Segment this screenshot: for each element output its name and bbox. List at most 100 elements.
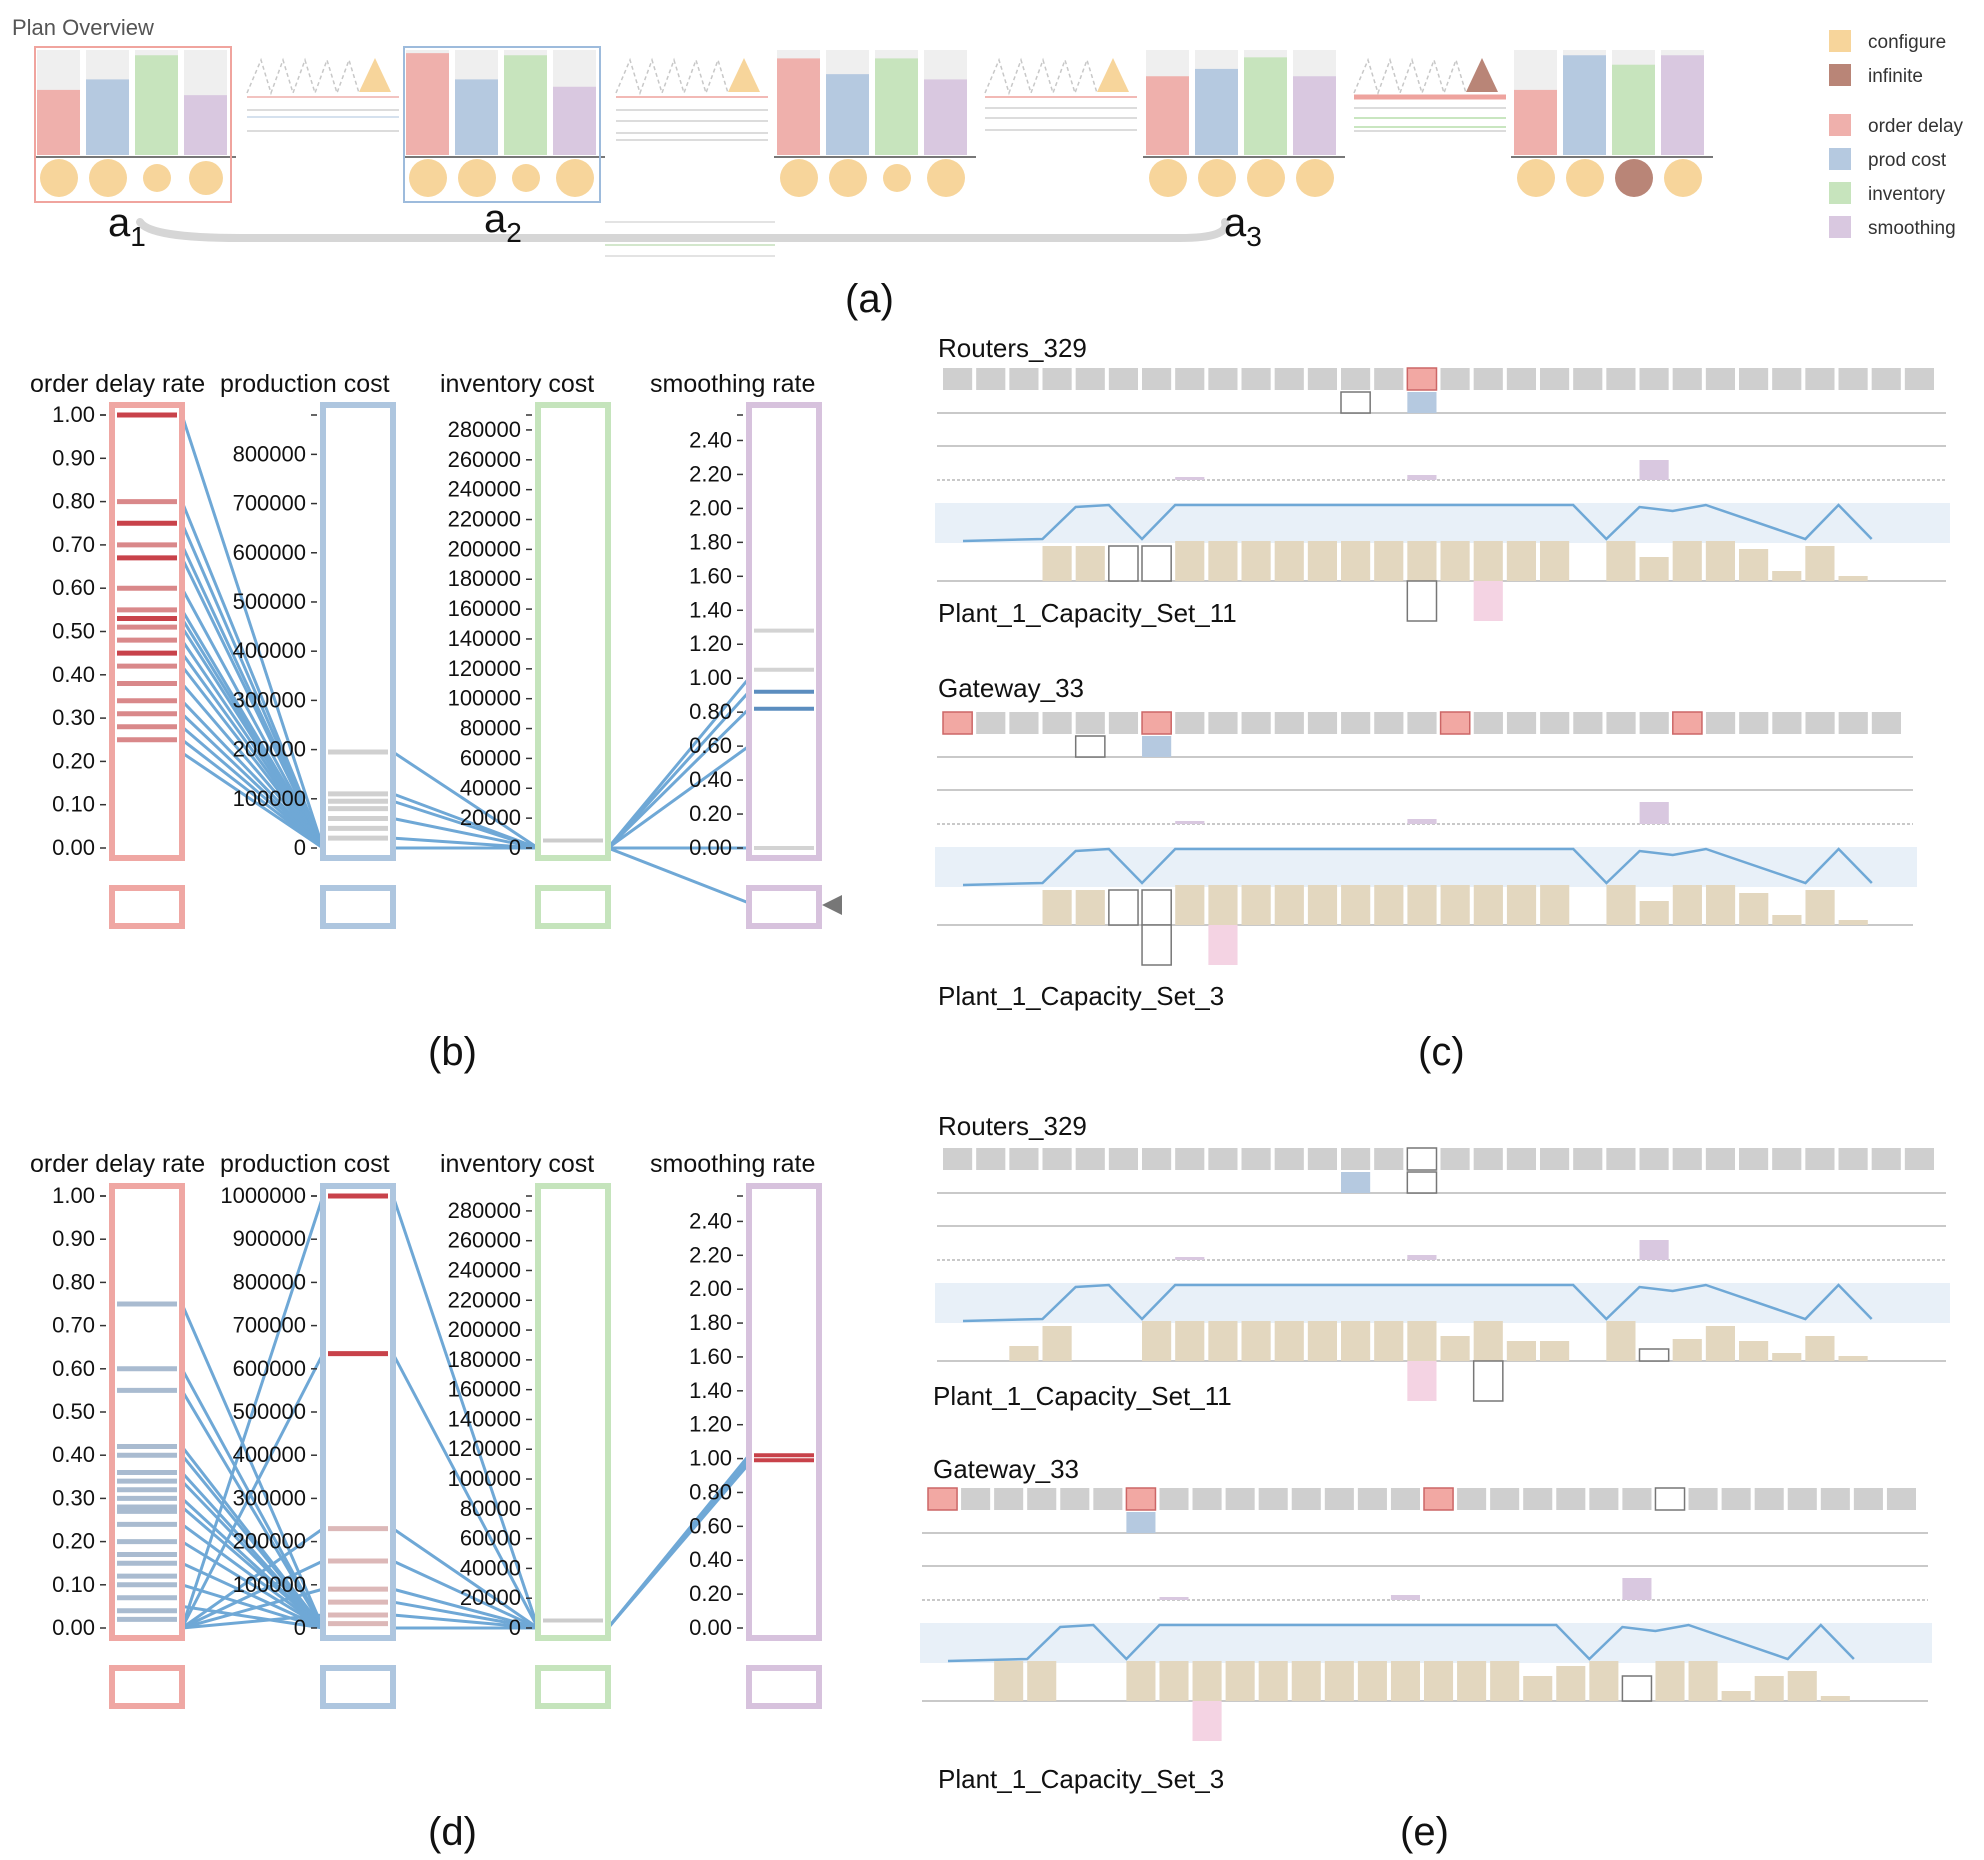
node-time-slot: [1540, 1148, 1570, 1170]
node-block: [935, 367, 1950, 622]
node-time-slot: [1838, 368, 1868, 390]
legend-swatch-prod-cost: [1829, 148, 1851, 170]
pc-link: [180, 699, 325, 850]
node-capacity-bar: [1739, 893, 1769, 925]
pc-tick-label: 120000: [448, 656, 521, 681]
plan-config-circle: [829, 159, 867, 197]
plan-config-circle: [512, 164, 540, 192]
node-time-slot: [1705, 368, 1735, 390]
node-time-slot: [1506, 368, 1536, 390]
node-time-slot: [1639, 368, 1669, 390]
legend: configure infinite order delay prod cost…: [1829, 30, 1964, 239]
node-time-slot: [1374, 1148, 1404, 1170]
pc-link: [180, 712, 325, 850]
node-capacity-bar: [1407, 1321, 1437, 1361]
node-time-slot: [1440, 1148, 1470, 1170]
plan-config-circle: [189, 161, 223, 195]
transition-3: [984, 57, 1137, 131]
node-time-slot: [1606, 712, 1636, 734]
pc-tick-label: 160000: [448, 1377, 521, 1402]
pc-link: [180, 1388, 325, 1630]
pc-tick-label: 1.00: [52, 1183, 95, 1208]
node-time-slot: [1573, 712, 1603, 734]
pc-tick-label: 0.80: [689, 699, 732, 724]
pc-tick-label: 0.90: [52, 1226, 95, 1251]
pc-tick-label: 0.10: [52, 1572, 95, 1597]
pc-tick-label: 0.20: [689, 1581, 732, 1606]
pc-link: [391, 816, 540, 850]
pc-axis-box: [746, 402, 822, 861]
transition-zigzag: [246, 57, 360, 96]
pc-tick-label: 0.40: [52, 1442, 95, 1467]
plan-bar-order-delay: [1146, 76, 1189, 155]
node-time-slot: [1274, 1148, 1304, 1170]
node-time-slot: [1705, 1148, 1735, 1170]
plan-config-circle: [1198, 159, 1236, 197]
node-capacity-bar: [1374, 541, 1404, 581]
pc-tick-label: 100000: [448, 686, 521, 711]
node-time-slot: [1108, 368, 1138, 390]
plan-2-highlight: [403, 46, 601, 203]
node-capacity-bar: [1042, 890, 1072, 925]
node-time-slot: [1606, 1148, 1636, 1170]
node-capacity-bar: [1141, 889, 1172, 926]
node-time-slot: [1175, 712, 1205, 734]
pc-tick-label: 100000: [233, 786, 306, 811]
pc-link: [180, 1194, 325, 1630]
pc-tick-label: 40000: [460, 775, 521, 800]
pc-link: [180, 1453, 325, 1630]
node-time-slot: [1639, 1148, 1669, 1170]
pc-tick-label: 2.00: [689, 495, 732, 520]
node-time-slot: [1772, 368, 1802, 390]
node-capacity-bar: [1075, 890, 1105, 925]
node-capacity-bar: [1341, 1321, 1371, 1361]
node-time-slot: [1093, 1488, 1123, 1510]
node-label-capacity-11-c: Plant_1_Capacity_Set_11: [938, 598, 1237, 628]
node-capacity-bar: [1374, 1321, 1404, 1361]
transition-zigzag: [984, 57, 1098, 96]
transition-marker-configure: [728, 58, 760, 92]
node-time-slot: [1274, 368, 1304, 390]
node-label-gateway-e: Gateway_33: [933, 1454, 1079, 1484]
node-capacity-bar: [1440, 885, 1470, 925]
pc-axis-box: [320, 402, 396, 861]
plan-bar-smoothing: [924, 79, 967, 155]
pc-tick-label: 100000: [448, 1466, 521, 1491]
pc-link: [606, 676, 751, 850]
node-time-slot: [1009, 712, 1039, 734]
node-below-mark: [1473, 581, 1503, 621]
node-time-slot: [994, 1488, 1024, 1510]
node-capacity-bar: [1540, 541, 1570, 581]
plan-config-circle: [883, 164, 911, 192]
pc-tick-label: 0.80: [689, 1479, 732, 1504]
pc-link: [391, 1600, 540, 1630]
node-capacity-bar: [1672, 541, 1702, 581]
pc-tick-label: 1.00: [689, 665, 732, 690]
node-time-slot: [961, 1488, 991, 1510]
node-block: [935, 711, 1917, 966]
node-capacity-bar: [1042, 1326, 1072, 1361]
plan-bar-inventory: [135, 55, 178, 155]
node-capacity-bar: [1075, 546, 1105, 581]
node-below-mark: [1407, 1361, 1437, 1401]
node-capacity-bar: [1639, 901, 1669, 925]
plan-bar-prod-cost: [455, 79, 498, 155]
node-time-slot: [1108, 1148, 1138, 1170]
node-time-slot: [1540, 368, 1570, 390]
pc-link: [180, 1527, 325, 1630]
legend-swatch-configure: [1829, 30, 1851, 52]
node-capacity-bar: [1307, 1321, 1337, 1361]
node-time-slot: [1540, 712, 1570, 734]
pc-axis-filter-box: [320, 1665, 396, 1709]
pc-link: [180, 1587, 325, 1630]
node-capacity-bar: [1490, 1661, 1520, 1701]
node-time-slot: [1440, 368, 1470, 390]
pc-tick-label: 900000: [233, 1226, 306, 1251]
pc-tick-label: 180000: [448, 566, 521, 591]
pc-tick-label: 240000: [448, 477, 521, 502]
pc-link: [391, 1613, 540, 1630]
node-capacity-bar: [1540, 885, 1570, 925]
pc-link: [391, 1352, 540, 1630]
pc-axis-box: [535, 402, 611, 861]
pc-tick-label: 500000: [233, 589, 306, 614]
